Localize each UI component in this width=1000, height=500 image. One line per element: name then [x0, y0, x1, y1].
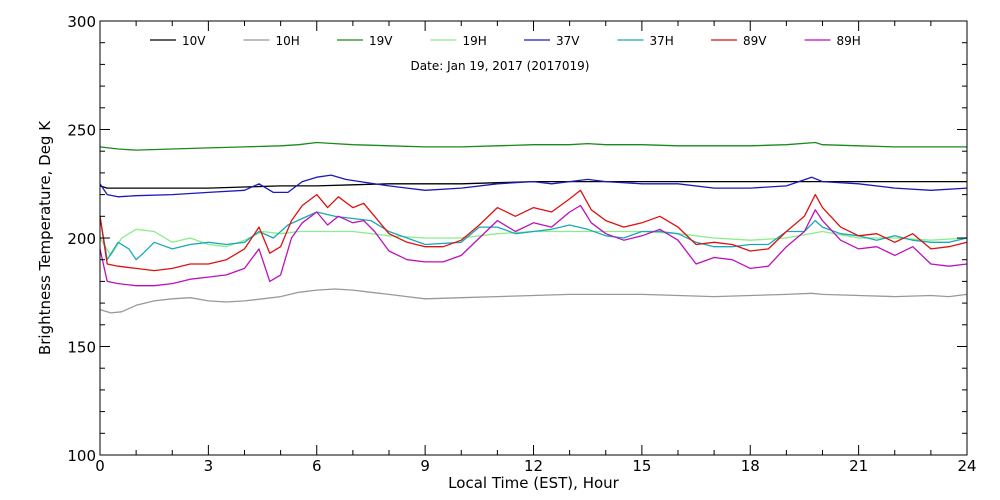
series-line-10h — [99, 288, 968, 314]
legend-label-10h: 10H — [276, 34, 300, 48]
series-line-37v — [99, 174, 968, 198]
series-line-89v — [99, 189, 968, 272]
plot-frame — [99, 20, 968, 456]
legend-label-37h: 37H — [650, 34, 674, 48]
x-axis-label: Local Time (EST), Hour — [448, 474, 619, 492]
x-tick-label: 12 — [524, 457, 543, 475]
y-axis-label: Brightness Temperature, Deg K — [36, 120, 54, 355]
legend: 10V 10H 19V 19H 37V 37H 89V 89H — [150, 34, 861, 48]
legend-label-19h: 19H — [463, 34, 487, 48]
series-line-10v — [99, 180, 967, 189]
legend-label-37v: 37V — [556, 34, 580, 48]
series-lines — [99, 141, 968, 314]
x-tick-label: 6 — [312, 457, 322, 475]
legend-label-10v: 10V — [182, 34, 206, 48]
x-tick-label: 18 — [741, 457, 760, 475]
x-tick-label: 9 — [420, 457, 430, 475]
series-line-89h — [99, 204, 968, 287]
series-line-19h — [99, 228, 968, 257]
legend-label-89h: 89H — [837, 34, 861, 48]
x-tick-label: 21 — [849, 457, 868, 475]
date-label: Date: Jan 19, 2017 (2017019) — [411, 59, 590, 73]
x-tick-label: 15 — [632, 457, 651, 475]
y-tick-label: 200 — [67, 230, 96, 248]
legend-label-19v: 19V — [369, 34, 393, 48]
y-tick-label: 100 — [67, 447, 96, 465]
x-tick-label: 0 — [95, 457, 105, 475]
y-tick-label: 250 — [67, 122, 96, 140]
series-line-19v — [99, 141, 967, 151]
x-tick-label: 24 — [957, 457, 976, 475]
axis-ticks: 0 3 6 9 12 15 18 21 24 100 150 200 250 300 — [67, 13, 976, 475]
y-tick-label: 150 — [67, 339, 96, 357]
series-line-37h — [99, 211, 968, 261]
x-tick-label: 3 — [204, 457, 214, 475]
legend-label-89v: 89V — [743, 34, 767, 48]
y-tick-label: 300 — [67, 13, 96, 31]
